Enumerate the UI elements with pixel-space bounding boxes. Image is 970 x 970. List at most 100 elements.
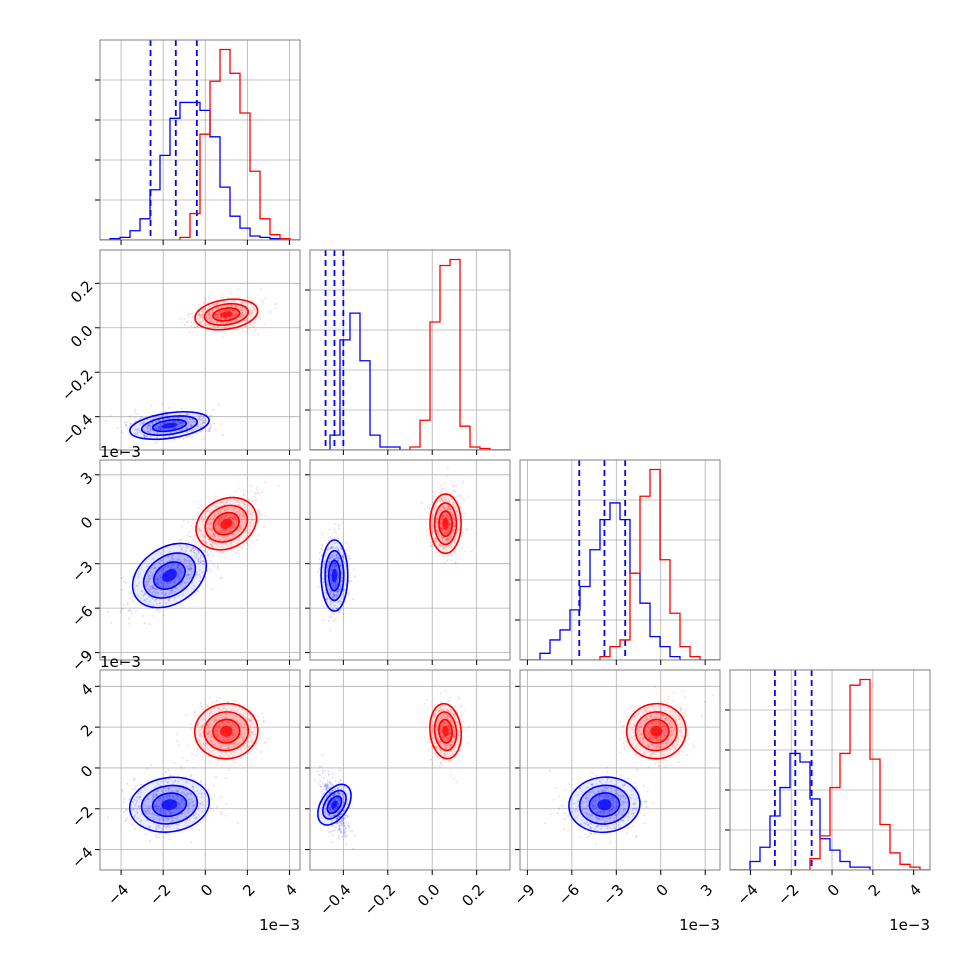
x-tick-label: −3: [599, 881, 627, 909]
x-tick-label: 4: [906, 881, 925, 900]
x-tick-label: −0.4: [316, 881, 354, 919]
histogram-series-1: [310, 258, 510, 450]
panel-frame: [519, 459, 721, 661]
panel-frame: [309, 669, 511, 871]
contour-line: [128, 776, 211, 833]
contour-line: [433, 711, 458, 752]
x-tick-label: 2: [865, 881, 884, 900]
density-core: [161, 422, 178, 429]
histogram-series-0: [100, 101, 300, 240]
density-core: [331, 568, 338, 583]
panel-plot-area: [100, 40, 300, 240]
panel-plot-area: [310, 250, 510, 450]
contour-line: [324, 549, 345, 602]
y-tick-label: 3: [77, 469, 96, 488]
contour-line: [317, 783, 352, 826]
contour-line: [129, 410, 210, 441]
y-tick-label: −9: [68, 646, 96, 674]
panel-frame: [99, 669, 301, 871]
histogram-series-0: [520, 502, 720, 660]
panel-plot-area: [520, 670, 720, 870]
density-core: [220, 518, 233, 529]
contour-line: [204, 504, 249, 543]
histogram-series-1: [730, 678, 930, 870]
x-tick-label: 4: [281, 881, 300, 900]
panel-plot-area: [310, 460, 510, 660]
contour-line: [327, 559, 341, 592]
density-core: [162, 569, 177, 582]
panel-plot-area: [100, 250, 300, 450]
contour-line: [433, 502, 458, 546]
contour-line: [142, 552, 197, 599]
x-tick-label: 0.2: [458, 881, 488, 911]
panel-2-2: [515, 459, 721, 665]
x-offset-label: 1e−3: [889, 916, 930, 934]
x-offset-label: 1e−3: [679, 916, 720, 934]
panel-plot-area: [520, 460, 720, 660]
x-tick-label: 0.0: [414, 881, 444, 911]
panel-frame: [99, 249, 301, 451]
density-core: [442, 725, 449, 737]
contour-line: [140, 415, 199, 436]
contour-line: [438, 718, 454, 744]
contour-line: [193, 702, 259, 760]
contour-line: [203, 302, 250, 326]
x-tick-label: −4: [733, 881, 761, 909]
contour-line: [153, 561, 186, 590]
contour-line: [429, 493, 462, 555]
y-tick-label: −0.2: [58, 366, 96, 404]
x-tick-label: 3: [697, 881, 716, 900]
contour-line: [320, 539, 349, 612]
contour-line: [195, 496, 258, 551]
contour-line: [642, 718, 670, 744]
contour-line: [429, 702, 463, 760]
x-tick-label: −6: [555, 881, 583, 909]
y-offset-label: 1e−3: [100, 653, 141, 671]
density-core: [220, 725, 233, 737]
y-tick-label: 2: [77, 721, 96, 740]
panel-3-2: −9 −6 −3 0 3 1e−3: [510, 669, 721, 934]
panel-frame: [99, 459, 301, 661]
contour-line: [438, 510, 453, 538]
y-tick-label: −3: [68, 558, 96, 586]
panel-1-0: −0.4 −0.2 0.0 0.2: [58, 249, 301, 455]
x-tick-label: 0: [824, 881, 843, 900]
density-core: [220, 311, 233, 318]
y-tick-label: 0.0: [67, 322, 97, 352]
contour-line: [326, 795, 343, 815]
density-core: [650, 725, 663, 737]
density-core: [442, 517, 449, 530]
panel-frame: [99, 39, 301, 241]
panel-plot-area: [730, 670, 930, 870]
histogram-series-0: [310, 312, 510, 450]
x-tick-label: 0: [197, 881, 216, 900]
contour-line: [203, 711, 250, 752]
contour-line: [212, 718, 241, 744]
panel-2-1: [305, 459, 511, 665]
y-tick-label: 0: [77, 513, 96, 532]
panel-plot-area: [310, 670, 510, 870]
y-tick-label: −2: [68, 803, 96, 831]
contour-line: [634, 711, 678, 752]
x-tick-label: −9: [510, 881, 538, 909]
x-tick-label: 2: [239, 881, 258, 900]
y-tick-label: 0: [77, 762, 96, 781]
contour-line: [568, 776, 641, 834]
contour-line: [588, 792, 621, 818]
contour-line: [194, 298, 259, 331]
panel-3-3: −4 −2 0 2 4 1e−3: [725, 669, 931, 934]
y-tick-label: 0.2: [67, 277, 97, 307]
density-core: [597, 799, 612, 811]
panel-frame: [519, 669, 721, 871]
x-tick-label: −0.2: [361, 881, 399, 919]
panel-0-0: [95, 39, 301, 245]
contour-line: [322, 789, 347, 820]
y-tick-label: 4: [77, 680, 96, 699]
density-core: [161, 799, 178, 811]
scatter-series-1: [421, 690, 470, 783]
density-core: [331, 800, 338, 809]
y-tick-label: −0.4: [58, 410, 96, 448]
